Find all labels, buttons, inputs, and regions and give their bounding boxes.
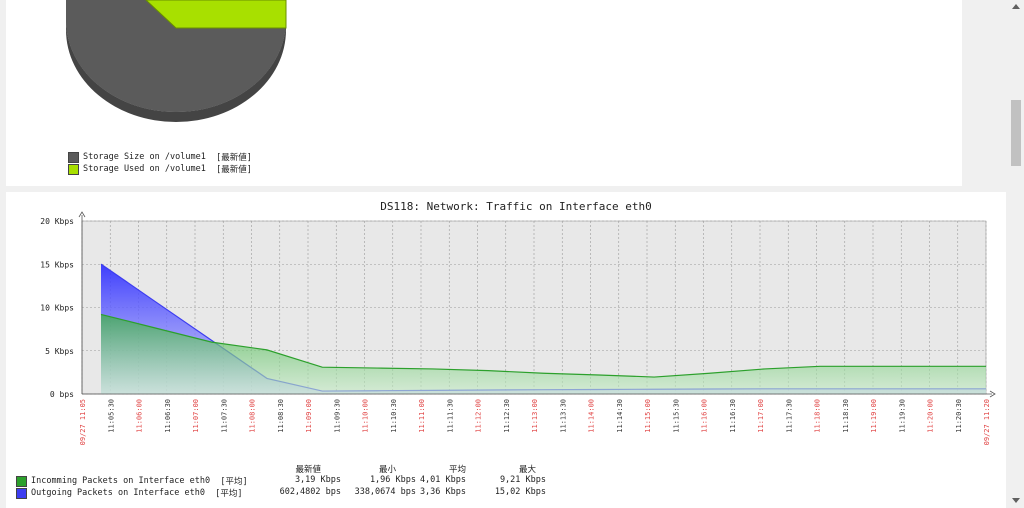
pie-slice-used (145, 0, 287, 29)
pie-legend-size: Storage Size on /volume1 [最新値] (68, 151, 252, 163)
x-tick-label: 11:16:00 (701, 399, 709, 433)
x-tick-label: 11:17:00 (757, 399, 765, 433)
stat-value: 9,21 Kbps (499, 475, 546, 485)
legend-label: Storage Size on /volume1 (83, 152, 206, 162)
x-tick-label: 11:15:00 (644, 399, 652, 433)
legend-label: Storage Used on /volume1 (83, 164, 206, 174)
page-scrollbar[interactable] (1008, 0, 1024, 508)
legend-tag: [最新値] (216, 153, 252, 163)
stats-header-min: 最小 (378, 465, 396, 475)
stat-value: 4,01 Kbps (419, 475, 466, 485)
pie-legend-used: Storage Used on /volume1 [最新値] (68, 163, 252, 175)
x-axis-arrow-icon (989, 390, 996, 398)
x-tick-label: 11:08:30 (277, 399, 285, 433)
series-label: Incomming Packets on Interface eth0 (31, 476, 211, 486)
x-tick-label: 11:18:00 (814, 399, 822, 433)
x-tick-label: 11:20:30 (955, 399, 963, 433)
scroll-up-icon[interactable] (1012, 4, 1020, 9)
series-func: [平均] (215, 489, 243, 499)
x-tick-label: 11:15:30 (672, 399, 680, 433)
y-tick-label: 10 Kbps (40, 304, 74, 313)
stats-row-incoming: Incomming Packets on Interface eth0 [平均] (16, 475, 248, 487)
x-tick-label: 11:11:00 (418, 399, 426, 433)
x-tick-label: 11:17:30 (785, 399, 793, 433)
x-tick-label: 11:12:00 (475, 399, 483, 433)
network-traffic-chart: DS118: Network: Traffic on Interface eth… (40, 200, 996, 445)
x-tick-label: 11:06:00 (136, 399, 144, 433)
x-tick-label: 09/27 11:20 (983, 399, 991, 445)
stat-value: 3,36 Kbps (419, 487, 466, 497)
legend-tag: [最新値] (216, 165, 252, 175)
y-tick-label: 20 Kbps (40, 217, 74, 226)
legend-swatch (16, 475, 27, 487)
x-tick-label: 11:09:30 (333, 399, 341, 433)
x-tick-label: 11:10:30 (390, 399, 398, 433)
x-tick-label: 11:05:30 (107, 399, 115, 433)
x-tick-label: 11:06:30 (164, 399, 172, 433)
storage-pie-chart (66, 0, 287, 122)
legend-swatch (68, 163, 79, 175)
scroll-down-icon[interactable] (1012, 498, 1020, 503)
series-func: [平均] (220, 477, 248, 487)
x-tick-label: 11:12:30 (503, 399, 511, 433)
x-tick-label: 11:14:30 (616, 399, 624, 433)
x-tick-label: 11:07:30 (220, 399, 228, 433)
stat-value: 338,0674 bps (354, 487, 416, 497)
stats-row-outgoing: Outgoing Packets on Interface eth0 [平均] (16, 487, 243, 499)
incoming-series-area (101, 314, 986, 394)
stats-header-max: 最大 (518, 465, 536, 475)
x-tick-label: 09/27 11:05 (79, 399, 87, 445)
x-tick-label: 11:14:00 (588, 399, 596, 433)
x-tick-label: 11:19:30 (898, 399, 906, 433)
chart-title: DS118: Network: Traffic on Interface eth… (380, 200, 652, 213)
series-label: Outgoing Packets on Interface eth0 (31, 488, 205, 498)
x-tick-label: 11:09:00 (305, 399, 313, 433)
x-tick-label: 11:13:00 (531, 399, 539, 433)
scroll-thumb[interactable] (1011, 100, 1021, 166)
x-tick-label: 11:19:00 (870, 399, 878, 433)
y-tick-label: 5 Kbps (45, 347, 74, 356)
x-tick-label: 11:11:30 (446, 399, 454, 433)
stats-header-avg: 平均 (448, 465, 466, 475)
stat-value: 1,96 Kbps (369, 475, 416, 485)
incoming-series-line (100, 313, 986, 378)
network-traffic-panel: DS118: Network: Traffic on Interface eth… (6, 192, 1006, 508)
x-tick-label: 11:08:00 (249, 399, 257, 433)
storage-pie-panel: Storage Size on /volume1 [最新値] Storage U… (6, 0, 962, 186)
x-tick-label: 11:16:30 (729, 399, 737, 433)
stats-header-last: 最新値 (295, 465, 321, 475)
y-tick-label: 0 bps (50, 390, 74, 399)
stat-value: 602,4802 bps (279, 487, 341, 497)
x-tick-label: 11:18:30 (842, 399, 850, 433)
y-axis-arrow-icon (78, 211, 86, 218)
x-tick-label: 11:10:00 (362, 399, 370, 433)
y-tick-label: 15 Kbps (40, 260, 74, 269)
legend-swatch (16, 487, 27, 499)
x-tick-label: 11:13:30 (559, 399, 567, 433)
stat-value: 3,19 Kbps (294, 475, 341, 485)
x-tick-label: 11:07:00 (192, 399, 200, 433)
legend-swatch (68, 151, 79, 163)
stat-value: 15,02 Kbps (494, 487, 546, 497)
x-tick-label: 11:20:00 (927, 399, 935, 433)
